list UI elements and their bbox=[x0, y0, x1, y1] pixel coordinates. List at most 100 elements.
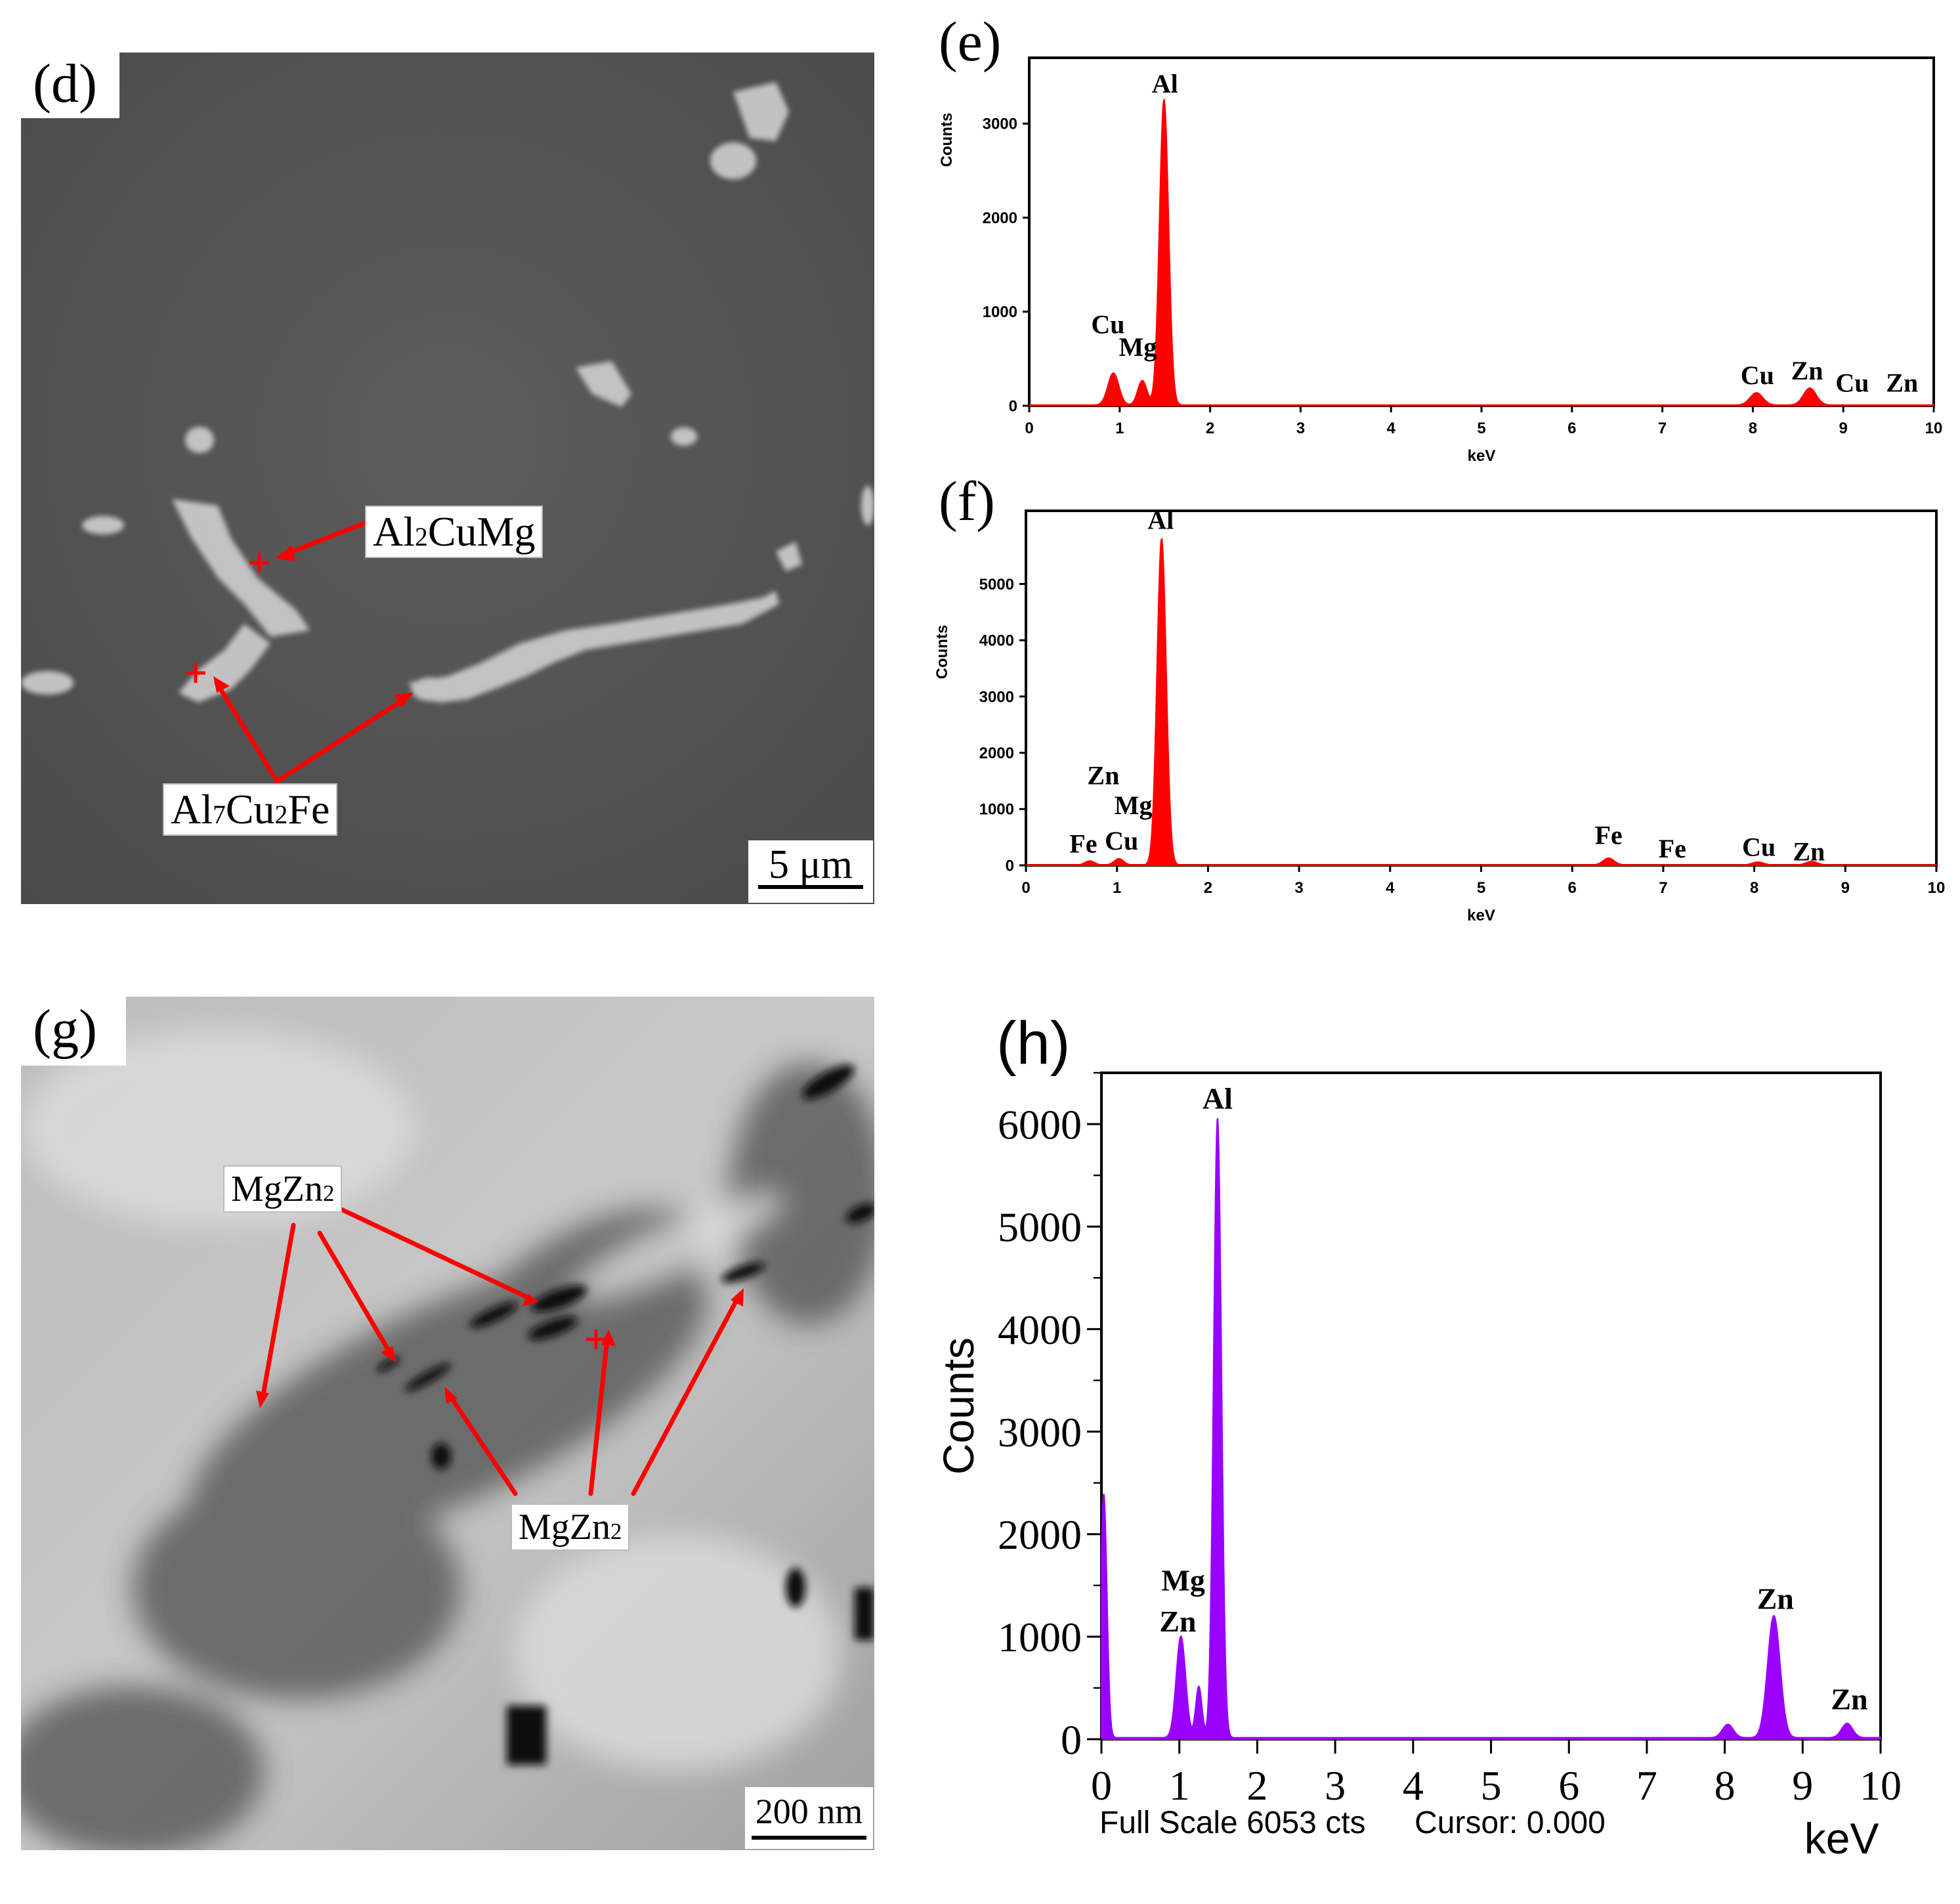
x-tick-label: 3 bbox=[1294, 879, 1303, 897]
x-tick-label: 2 bbox=[1246, 1762, 1268, 1809]
scale-bar-text: 200 nm bbox=[755, 1792, 863, 1831]
peak-label: Mg bbox=[1161, 1564, 1204, 1597]
y-tick-label: 1000 bbox=[979, 801, 1014, 819]
peak-label: Fe bbox=[1595, 820, 1623, 850]
x-tick-label: 8 bbox=[1715, 1762, 1736, 1809]
peak-label: Cu bbox=[1835, 368, 1869, 398]
plot-frame bbox=[1028, 56, 1935, 407]
spectrum-area bbox=[1101, 1118, 1881, 1740]
x-tick-label: 7 bbox=[1658, 420, 1667, 437]
x-tick-label: 0 bbox=[1091, 1762, 1112, 1809]
peak-label: Al bbox=[1203, 1082, 1233, 1115]
x-tick-label: 1 bbox=[1115, 420, 1124, 437]
y-tick-label: 0 bbox=[1009, 397, 1017, 415]
plot-frame bbox=[1100, 1071, 1882, 1741]
y-tick-label: 4000 bbox=[998, 1307, 1082, 1353]
x-tick-label: 7 bbox=[1659, 879, 1667, 897]
x-tick-label: 3 bbox=[1325, 1762, 1346, 1809]
peak-label: Fe bbox=[1659, 834, 1686, 863]
phase-label-al7cu2fe: Al7Cu2Fe bbox=[163, 783, 338, 836]
peak-label: Mg bbox=[1118, 332, 1157, 362]
x-tick-label: 4 bbox=[1386, 879, 1395, 897]
panel-g-scale-bar: 200 nm bbox=[745, 1787, 873, 1849]
full-scale-readout: Full Scale 6053 cts bbox=[1099, 1806, 1366, 1840]
x-tick-label: 10 bbox=[1925, 420, 1943, 437]
y-tick-label: 3000 bbox=[998, 1409, 1082, 1456]
y-tick-label: 5000 bbox=[979, 576, 1014, 594]
chart-spectrum-h: 0 1 2 3 4 5 6 7 8 9 10 0 1000 2000 3000 4000 5000 6000 keV… bbox=[934, 1010, 1902, 1863]
x-tick-label: 2 bbox=[1204, 879, 1212, 897]
peak-label: Al bbox=[1152, 69, 1178, 98]
peak-label: Zn bbox=[1159, 1605, 1196, 1638]
panel-d-annotations bbox=[186, 521, 414, 784]
x-axis-label: keV bbox=[1468, 447, 1496, 465]
panel-e-label: (e) bbox=[939, 13, 1001, 73]
x-tick-label: 1 bbox=[1169, 1762, 1190, 1809]
y-axis-label: Counts bbox=[934, 1337, 983, 1475]
peak-label: Zn bbox=[1793, 836, 1825, 866]
phase-label-mgzn2-bottom: MgZn2 bbox=[511, 1504, 630, 1551]
plot-frame bbox=[1025, 509, 1938, 867]
x-tick-label: 9 bbox=[1792, 1762, 1813, 1809]
tem-micrograph bbox=[1, 997, 887, 1857]
y-axis-label: Counts bbox=[938, 113, 956, 167]
y-tick-label: 3000 bbox=[979, 688, 1014, 706]
peak-label: Zn bbox=[1886, 368, 1918, 398]
y-axis-label: Counts bbox=[933, 625, 951, 680]
peak-label: Cu bbox=[1741, 360, 1774, 390]
y-tick-label: 1000 bbox=[998, 1614, 1082, 1660]
scale-bar-line bbox=[752, 1836, 866, 1840]
y-tick-label: 0 bbox=[1006, 857, 1014, 875]
panel-f-label: (f) bbox=[939, 473, 995, 532]
x-tick-label: 6 bbox=[1558, 1762, 1579, 1809]
scale-bar-text: 5 μm bbox=[769, 842, 853, 887]
x-tick-label: 0 bbox=[1021, 879, 1030, 897]
panel-d-scale-bar: 5 μm bbox=[748, 840, 873, 903]
peak-label: Zn bbox=[1087, 761, 1119, 790]
chart-spectrum-f: 0 1 2 3 4 5 6 7 8 9 10 0 1000 2000 3000 4000 5000 keV Coun… bbox=[933, 473, 1946, 924]
x-tick-label: 6 bbox=[1568, 879, 1577, 897]
peak-label: Zn bbox=[1757, 1582, 1794, 1616]
sem-micrograph bbox=[21, 53, 874, 904]
x-tick-label: 4 bbox=[1387, 420, 1396, 437]
x-tick-label: 9 bbox=[1839, 420, 1848, 437]
x-axis-label: keV bbox=[1804, 1814, 1879, 1863]
phase-label-al2cumg: Al2CuMg bbox=[365, 506, 543, 558]
panel-g-label: (g) bbox=[21, 997, 126, 1066]
peak-label: Mg bbox=[1115, 790, 1153, 820]
peak-label: Cu bbox=[1091, 310, 1124, 339]
peak-label: Zn bbox=[1791, 356, 1823, 385]
scale-bar-line bbox=[758, 885, 863, 889]
peak-label: Cu bbox=[1742, 832, 1776, 861]
x-tick-label: 3 bbox=[1296, 420, 1305, 437]
cursor-readout: Cursor: 0.000 bbox=[1415, 1806, 1606, 1840]
x-tick-label: 5 bbox=[1481, 1762, 1502, 1809]
x-tick-label: 5 bbox=[1477, 879, 1485, 897]
panel-g-annotations bbox=[256, 1207, 744, 1496]
x-tick-label: 7 bbox=[1636, 1762, 1657, 1809]
y-tick-label: 2000 bbox=[983, 209, 1017, 227]
peak-label: Cu bbox=[1105, 826, 1138, 855]
panel-g-tem-image bbox=[1, 997, 887, 1857]
x-tick-label: 6 bbox=[1567, 420, 1576, 437]
x-tick-label: 10 bbox=[1928, 879, 1946, 897]
chart-spectrum-e: 0 1 2 3 4 5 6 7 8 9 100100020003000keVCountsAlCuMg… bbox=[938, 13, 1943, 465]
y-tick-label: 5000 bbox=[998, 1204, 1082, 1251]
y-tick-label: 6000 bbox=[998, 1101, 1082, 1148]
panel-h-label: (h) bbox=[996, 1010, 1070, 1077]
x-tick-label: 8 bbox=[1750, 879, 1758, 897]
y-tick-label: 3000 bbox=[983, 116, 1017, 133]
panel-d-sem-image bbox=[21, 53, 874, 904]
phase-label-mgzn2-top: MgZn2 bbox=[223, 1165, 343, 1213]
panel-d-label: (d) bbox=[21, 53, 119, 118]
peak-label: Zn bbox=[1831, 1683, 1867, 1716]
x-tick-label: 2 bbox=[1206, 420, 1214, 437]
y-tick-label: 2000 bbox=[998, 1511, 1082, 1558]
x-tick-label: 10 bbox=[1860, 1762, 1902, 1809]
x-tick-label: 5 bbox=[1477, 420, 1485, 437]
x-tick-label: 8 bbox=[1749, 420, 1757, 437]
x-tick-label: 1 bbox=[1113, 879, 1121, 897]
x-axis-label: keV bbox=[1467, 907, 1495, 924]
x-tick-label: 0 bbox=[1025, 420, 1033, 437]
y-tick-label: 2000 bbox=[979, 745, 1014, 762]
